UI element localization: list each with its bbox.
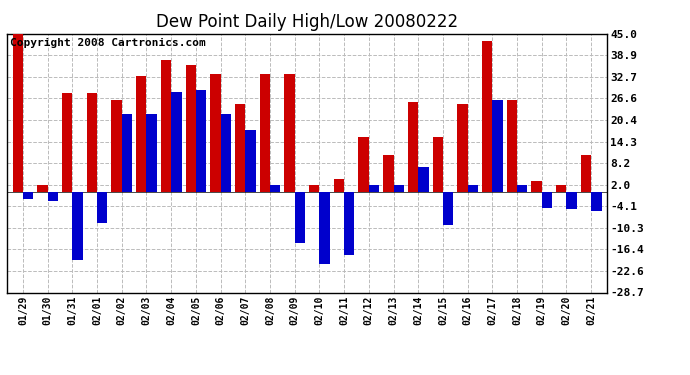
Bar [309,185,319,192]
Bar [87,93,97,192]
Bar [531,181,542,192]
Bar [358,137,369,192]
Bar [482,41,493,192]
Bar [210,74,221,192]
Bar [245,130,256,192]
Bar [556,185,566,192]
Bar [48,192,58,201]
Bar [270,185,280,192]
Bar [146,114,157,192]
Bar [97,192,108,224]
Bar [344,192,355,255]
Bar [493,100,503,192]
Bar [72,192,83,260]
Bar [62,93,72,192]
Bar [284,74,295,192]
Bar [433,137,443,192]
Bar [393,185,404,192]
Bar [383,155,393,192]
Bar [259,74,270,192]
Bar [591,192,602,211]
Bar [566,192,577,209]
Bar [408,102,418,192]
Bar [468,185,478,192]
Bar [517,185,527,192]
Text: Copyright 2008 Cartronics.com: Copyright 2008 Cartronics.com [10,38,206,48]
Bar [457,104,468,192]
Bar [235,104,245,192]
Bar [506,100,517,192]
Bar [111,100,121,192]
Bar [319,192,330,264]
Bar [121,114,132,192]
Title: Dew Point Daily High/Low 20080222: Dew Point Daily High/Low 20080222 [156,13,458,31]
Bar [196,90,206,192]
Bar [369,185,380,192]
Bar [161,60,171,192]
Bar [542,192,552,207]
Bar [581,155,591,192]
Bar [418,167,428,192]
Bar [221,114,231,192]
Bar [443,192,453,225]
Bar [12,34,23,192]
Bar [136,76,146,192]
Bar [186,65,196,192]
Bar [334,180,344,192]
Bar [37,185,48,192]
Bar [171,92,181,192]
Bar [23,192,33,199]
Bar [295,192,305,243]
